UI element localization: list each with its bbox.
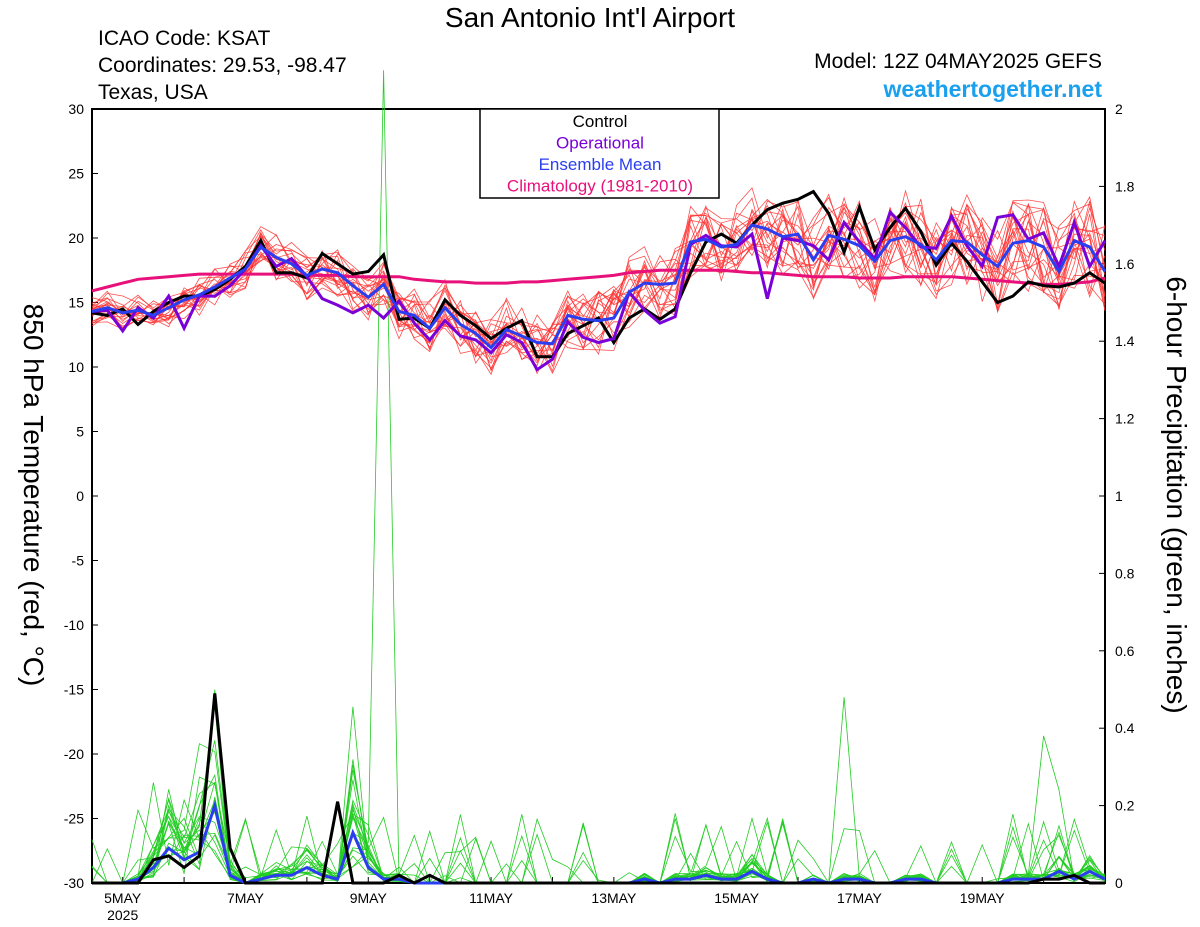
right-tick-label: 0.6 <box>1115 643 1135 659</box>
legend-ensemble-mean: Ensemble Mean <box>539 155 662 174</box>
left-tick-label: -30 <box>64 875 84 891</box>
plot-frame <box>91 108 1106 884</box>
control-line <box>91 189 1106 359</box>
temperature-member-line <box>91 206 1106 373</box>
left-tick-label: 15 <box>68 295 84 311</box>
precip-member-line <box>92 735 1106 884</box>
right-tick-label: 0 <box>1115 875 1123 891</box>
right-tick-label: 0.8 <box>1115 565 1135 581</box>
legend-climatology: Climatology (1981-2010) <box>507 177 693 196</box>
x-tick-label: 5MAY <box>104 890 142 906</box>
coordinates: Coordinates: 29.53, -98.47 <box>98 54 347 77</box>
precip-member-line <box>91 797 1106 884</box>
temperature-member-line <box>91 209 1106 362</box>
left-tick-label: 0 <box>76 488 84 504</box>
left-tick-label: -5 <box>72 553 85 569</box>
chart-title: San Antonio Int'l Airport <box>444 2 736 33</box>
precip-member-line <box>92 740 1106 884</box>
temperature-member-line <box>91 187 1106 347</box>
temperature-member-line <box>91 197 1106 372</box>
left-tick-label: -20 <box>64 746 84 762</box>
x-tick-label: 19MAY <box>960 890 1006 906</box>
climatology-line <box>91 268 1106 293</box>
precip-member-line <box>92 789 1106 884</box>
temperature-member-line <box>91 208 1106 376</box>
right-tick-label: 1 <box>1115 488 1123 504</box>
left-tick-label: 10 <box>68 359 84 375</box>
precip-member-line <box>92 701 1106 884</box>
right-tick-label: 0.4 <box>1115 720 1135 736</box>
left-tick-label: -10 <box>64 617 84 633</box>
left-tick-label: -25 <box>64 811 84 827</box>
precip-member-line <box>92 706 1106 884</box>
x-tick-year: 2025 <box>107 907 138 923</box>
precip-member-line <box>92 759 1106 884</box>
legend-box <box>479 108 720 199</box>
x-tick-label: 15MAY <box>714 890 760 906</box>
right-tick-label: 1.6 <box>1115 256 1135 272</box>
right-tick-label: 1.4 <box>1115 333 1135 349</box>
precip-member-line <box>92 697 1106 884</box>
temperature-member-line <box>91 198 1106 372</box>
left-tick-label: 20 <box>68 230 84 246</box>
ensemble-mean-line <box>91 223 1107 350</box>
left-tick-label: 30 <box>68 101 84 117</box>
precip-control-line <box>92 693 1105 885</box>
right-tick-label: 2 <box>1115 101 1123 117</box>
x-tick-label: 9MAY <box>350 890 388 906</box>
left-tick-label: 25 <box>68 166 84 182</box>
precip-member-line <box>91 802 1106 884</box>
precip-member-line <box>91 769 1106 884</box>
model-run: Model: 12Z 04MAY2025 GEFS <box>814 50 1102 73</box>
location: Texas, USA <box>98 81 208 104</box>
temperature-member-line <box>91 198 1106 365</box>
precip-member-line <box>91 706 1106 884</box>
temperature-member-line <box>91 207 1106 361</box>
x-tick-label: 7MAY <box>227 890 265 906</box>
left-tick-label: 5 <box>76 424 84 440</box>
right-tick-label: 1.2 <box>1115 411 1135 427</box>
x-tick-label: 13MAY <box>591 890 637 906</box>
legend-operational: Operational <box>556 134 644 153</box>
precip-member-line <box>92 796 1106 884</box>
left-tick-label: -15 <box>64 682 84 698</box>
temperature-member-line <box>91 200 1106 360</box>
icao-code: ICAO Code: KSAT <box>98 27 271 50</box>
legend-control: Control <box>573 112 628 131</box>
x-tick-label: 11MAY <box>469 890 513 906</box>
x-tick-label: 17MAY <box>837 890 883 906</box>
legend: Control Operational Ensemble Mean Climatolo… <box>479 108 720 199</box>
precip-member-line <box>92 689 1106 884</box>
right-tick-label: 1.8 <box>1115 178 1135 194</box>
right-tick-label: 0.2 <box>1115 798 1135 814</box>
precip-ensemble-mean-line <box>92 799 1106 885</box>
website-link[interactable]: weathertogether.net <box>883 76 1102 102</box>
precip-member-line <box>92 696 1106 884</box>
